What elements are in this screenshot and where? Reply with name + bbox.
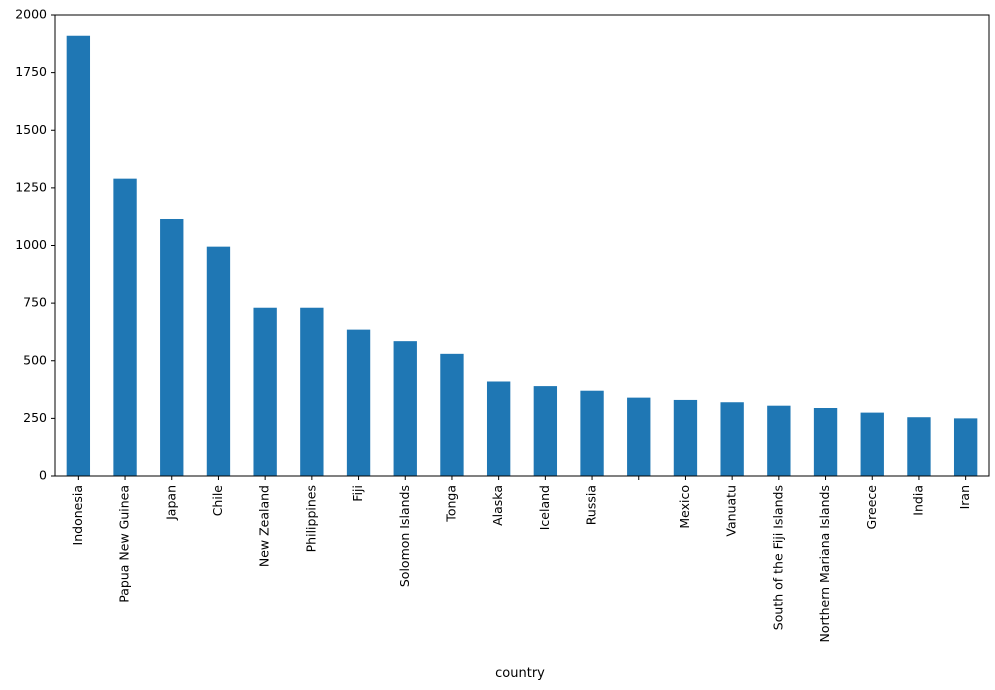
x-tick-label: Chile (210, 485, 225, 517)
y-tick-label: 750 (23, 295, 47, 310)
x-tick-label: Fiji (350, 485, 365, 502)
y-tick-label: 1000 (15, 237, 47, 252)
y-tick-label: 1750 (15, 64, 47, 79)
bars-group (66, 35, 978, 477)
bar (627, 397, 651, 476)
x-tick-label: Mexico (677, 485, 692, 529)
y-tick-label: 0 (39, 468, 47, 483)
bar (393, 341, 417, 476)
x-tick-label: Philippines (303, 485, 318, 552)
x-tick-label: Papua New Guinea (117, 485, 132, 603)
bar (907, 417, 931, 476)
x-axis-label: country (495, 666, 545, 681)
bar (300, 307, 324, 476)
bar (206, 246, 231, 476)
x-axis: Indonesia Papua New Guinea Japan Chile New Z… (70, 476, 972, 642)
x-tick-label: Tonga (443, 485, 458, 523)
bar (66, 35, 91, 477)
bar (860, 412, 884, 476)
bar (673, 399, 698, 476)
y-tick-label: 1500 (15, 122, 47, 137)
x-tick-label: Indonesia (70, 485, 85, 545)
x-tick-label: Alaska (490, 485, 505, 526)
bar (813, 408, 838, 476)
y-tick-label: 1250 (15, 179, 47, 194)
bar (113, 178, 137, 476)
x-tick-label: Japan (163, 485, 178, 521)
y-tick-label: 500 (23, 352, 47, 367)
y-axis: 0 250 500 750 1000 1250 1500 1750 2000 (15, 7, 55, 483)
x-tick-label: Northern Mariana Islands (817, 485, 832, 642)
x-tick-label: Iceland (537, 485, 552, 530)
bar (580, 390, 604, 476)
x-tick-label: New Zealand (257, 485, 272, 567)
bar (160, 218, 184, 476)
x-tick-label: India (910, 485, 925, 516)
bar (953, 418, 978, 476)
bar (720, 402, 744, 476)
bar (253, 307, 277, 476)
x-tick-label: Iran (957, 485, 972, 509)
x-tick-label: Solomon Islands (397, 485, 412, 587)
bar (767, 405, 791, 476)
x-tick-label: Greece (864, 485, 879, 530)
bar (440, 353, 464, 476)
bar (346, 329, 371, 476)
y-tick-label: 2000 (15, 7, 47, 22)
bar (486, 381, 511, 476)
x-tick-label: South of the Fiji Islands (770, 485, 785, 630)
y-tick-label: 250 (23, 410, 47, 425)
x-tick-label: Vanuatu (724, 485, 739, 537)
bar (533, 386, 558, 476)
plot-frame (54, 14, 990, 477)
x-tick-label: Russia (584, 485, 599, 525)
